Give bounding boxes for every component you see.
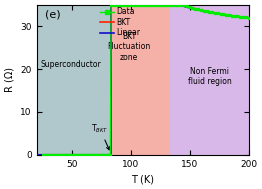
Legend: Data, BKT, Linear: Data, BKT, Linear [100, 7, 141, 37]
Text: Non Fermi
fluid region: Non Fermi fluid region [188, 67, 231, 87]
Text: (e): (e) [45, 9, 61, 19]
Bar [111, 5, 170, 155]
Y-axis label: R (Ω): R (Ω) [5, 67, 15, 92]
Text: T$_{BKT}$: T$_{BKT}$ [91, 122, 110, 150]
Bar [37, 5, 111, 155]
Text: Superconductor: Superconductor [40, 60, 101, 69]
X-axis label: T (K): T (K) [131, 174, 154, 184]
Text: BKT
Fluctuation
zone: BKT Fluctuation zone [107, 32, 151, 62]
Bar [170, 5, 249, 155]
